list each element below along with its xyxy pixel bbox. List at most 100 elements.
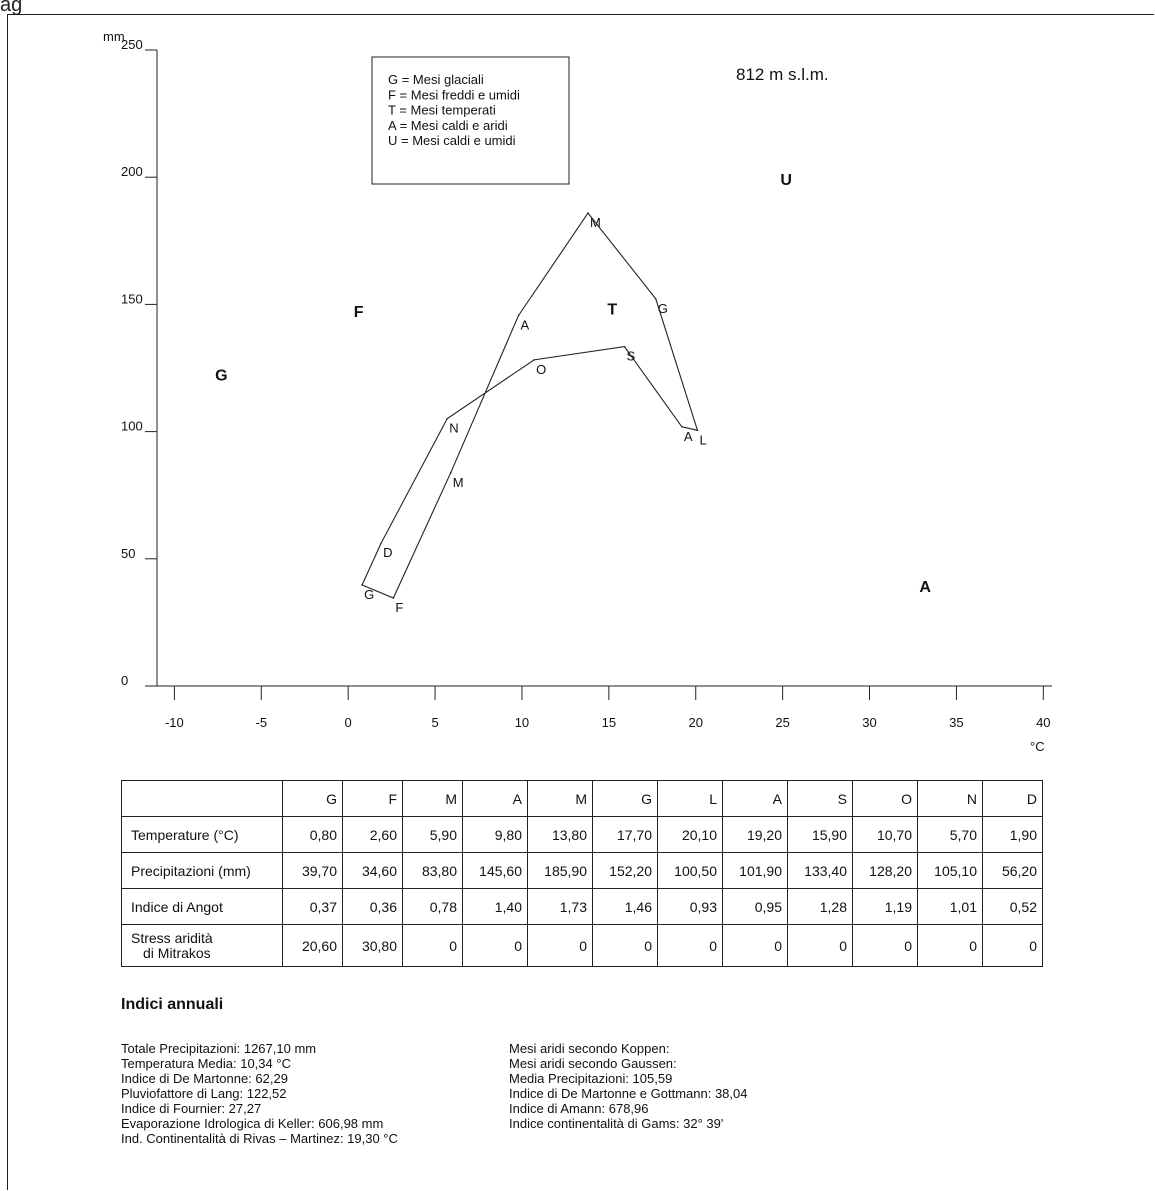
table-cell: 20,10	[657, 816, 723, 853]
y-tick-label: 100	[121, 419, 143, 434]
altitude-label: 812 m s.l.m.	[736, 65, 829, 84]
month-header: A	[722, 780, 788, 817]
data-point	[392, 597, 395, 599]
annual-index: Mesi aridi secondo Gaussen:	[509, 1056, 677, 1071]
table-cell: 1,40	[462, 888, 528, 925]
legend-box	[371, 56, 570, 185]
table-cell: 1,90	[982, 816, 1043, 853]
data-point	[654, 298, 657, 300]
table-cell: 13,80	[527, 816, 593, 853]
table-row-angot: Indice di Angot 0,37 0,36 0,78 1,40 1,73…	[121, 888, 1043, 925]
table-cell: 1,01	[917, 888, 983, 925]
month-header: O	[852, 780, 918, 817]
x-tick-label: 40	[1036, 715, 1050, 730]
x-tick-label: 35	[949, 715, 963, 730]
chart-region-labels: G F T U A	[215, 172, 931, 596]
annual-index: Totale Precipitazioni: 1267,10 mm	[121, 1041, 317, 1056]
y-tick-label: 50	[121, 546, 135, 561]
point-label: G	[658, 301, 668, 316]
row-label: Indice di Angot	[121, 888, 283, 925]
annual-index: Indice di Fournier: 27,27	[121, 1101, 262, 1116]
region-label: G	[215, 368, 227, 385]
table-cell: 0	[917, 924, 983, 967]
table-cell: 5,90	[402, 816, 463, 853]
point-label: D	[383, 545, 392, 560]
month-header: F	[342, 780, 403, 817]
annual-index: Pluviofattore di Lang: 122,52	[121, 1086, 287, 1101]
table-cell: 56,20	[982, 852, 1043, 889]
month-header: M	[527, 780, 593, 817]
region-label: A	[919, 579, 931, 596]
table-cell: 0,36	[342, 888, 403, 925]
annual-index: Indice di Amann: 678,96	[509, 1101, 649, 1116]
row-label: Precipitazioni (mm)	[121, 852, 283, 889]
table-cell: 0	[852, 924, 918, 967]
table-cell: 101,90	[722, 852, 788, 889]
table-cell: 9,80	[462, 816, 528, 853]
data-point	[696, 429, 699, 432]
table-cell: 30,80	[342, 924, 403, 967]
x-tick-label: 5	[431, 715, 438, 730]
table-cell: 83,80	[402, 852, 463, 889]
y-tick-label: 0	[121, 673, 128, 688]
annual-indices-left: Totale Precipitazioni: 1267,10 mm Temper…	[121, 1041, 398, 1146]
legend-entry: T = Mesi temperati	[388, 103, 496, 118]
month-header: L	[657, 780, 723, 817]
point-label: S	[626, 349, 635, 364]
table-cell: 2,60	[342, 816, 403, 853]
table-cell: 19,20	[722, 816, 788, 853]
table-cell: 145,60	[462, 852, 528, 889]
annual-index: Media Precipitazioni: 105,59	[509, 1071, 673, 1086]
x-tick-label: 25	[775, 715, 789, 730]
table-corner-cell	[121, 780, 283, 817]
row-label: Temperature (°C)	[121, 816, 283, 853]
table-cell: 0,78	[402, 888, 463, 925]
table-cell: 0	[402, 924, 463, 967]
climograph-chart: 0 50 100 150 200 250 -10 -5 0 5 10 15 20 25 30 35 40 G =…	[103, 29, 1052, 754]
data-point	[449, 472, 452, 474]
point-label: M	[453, 475, 464, 490]
table-cell: 1,46	[592, 888, 658, 925]
figure-frame	[7, 14, 1154, 1190]
table-row-precipitation: Precipitazioni (mm) 39,70 34,60 83,80 14…	[121, 852, 1043, 889]
table-cell: 34,60	[342, 852, 403, 889]
y-axis-label: mm	[103, 29, 125, 44]
table-cell: 15,90	[787, 816, 853, 853]
table-cell: 0	[657, 924, 723, 967]
table-cell: 0	[592, 924, 658, 967]
table-cell: 0	[462, 924, 528, 967]
table-cell: 152,20	[592, 852, 658, 889]
y-tick-label: 250	[121, 37, 143, 52]
x-tick-label: 0	[345, 715, 352, 730]
point-label: A	[684, 429, 693, 444]
table-cell: 0	[527, 924, 593, 967]
data-point	[361, 584, 363, 586]
month-header: D	[982, 780, 1043, 817]
month-header: A	[462, 780, 528, 817]
table-cell: 0,52	[982, 888, 1043, 925]
data-point	[681, 425, 683, 428]
x-axis-label: °C	[1030, 739, 1045, 754]
legend-entry: G = Mesi glaciali	[388, 72, 484, 87]
row-label-line: di Mitrakos	[143, 944, 211, 961]
x-tick-label: 15	[602, 715, 616, 730]
x-tick-label: -10	[165, 715, 184, 730]
table-cell: 17,70	[592, 816, 658, 853]
table-header-row: G F M A M G L A S O N D	[121, 780, 1043, 817]
table-cell: 1,28	[787, 888, 853, 925]
month-header: G	[282, 780, 343, 817]
legend-entry: F = Mesi freddi e umidi	[388, 87, 520, 102]
point-label: M	[590, 215, 601, 230]
legend-entry: A = Mesi caldi e aridi	[388, 118, 508, 133]
table-cell: 0	[787, 924, 853, 967]
y-tick-label: 200	[121, 164, 143, 179]
x-tick-label: 20	[689, 715, 703, 730]
table-cell: 133,40	[787, 852, 853, 889]
table-cell: 128,20	[852, 852, 918, 889]
table-cell: 1,19	[852, 888, 918, 925]
data-point	[517, 314, 520, 317]
x-tick-label: 30	[862, 715, 876, 730]
table-cell: 1,73	[527, 888, 593, 925]
month-header: M	[402, 780, 463, 817]
